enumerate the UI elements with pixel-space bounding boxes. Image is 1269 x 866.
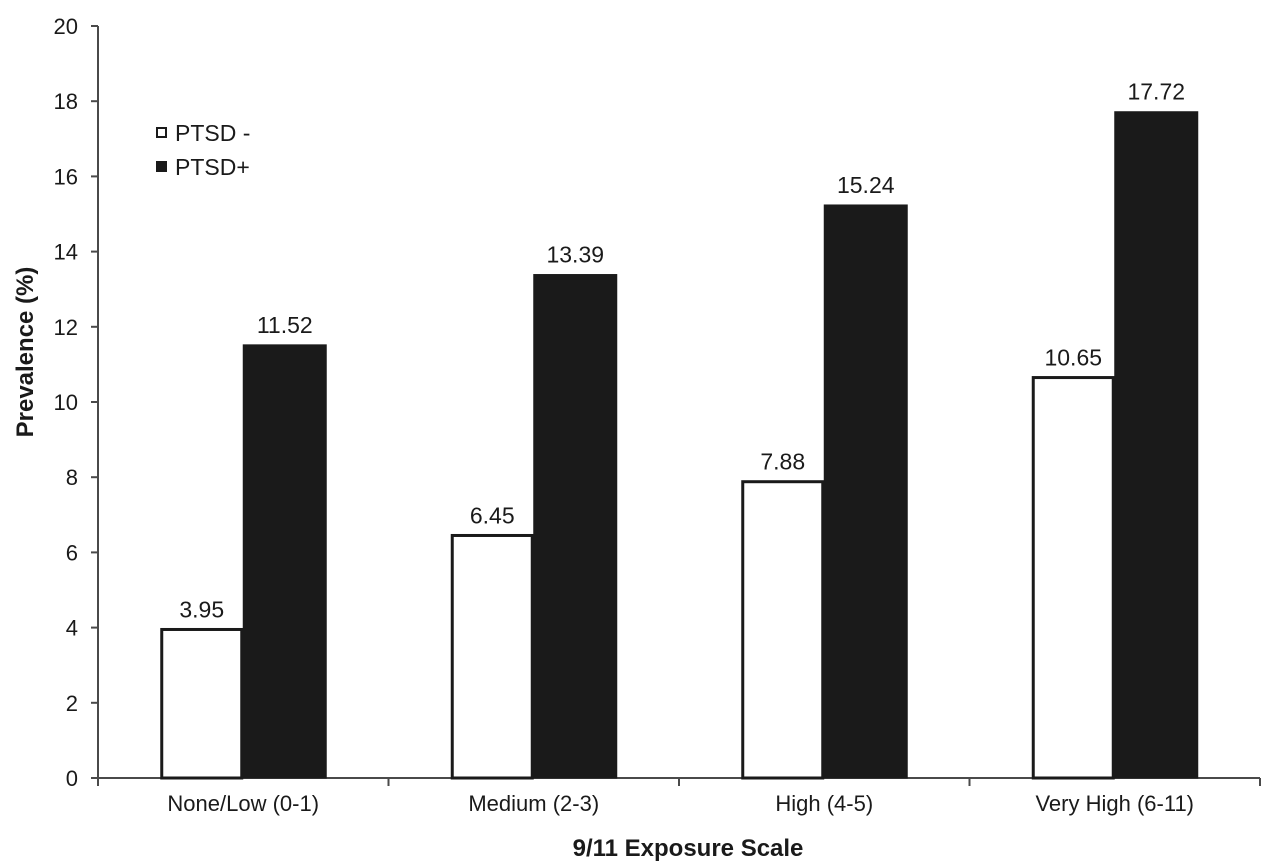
data-label: 10.65 bbox=[1044, 345, 1102, 371]
y-tick-label: 2 bbox=[66, 691, 78, 716]
legend-swatch-ptsd-negative bbox=[156, 127, 167, 138]
legend-swatch-ptsd-positive bbox=[156, 161, 167, 172]
x-tick-label: High (4-5) bbox=[775, 791, 873, 816]
y-tick-label: 10 bbox=[54, 390, 78, 415]
bar-ptsd-negative bbox=[741, 480, 825, 780]
y-tick-label: 6 bbox=[66, 540, 78, 565]
bar-ptsd-positive bbox=[533, 274, 618, 779]
y-tick-label: 0 bbox=[66, 766, 78, 791]
data-label: 13.39 bbox=[546, 242, 604, 268]
bar-ptsd-positive bbox=[242, 344, 327, 779]
bar-ptsd-negative bbox=[450, 533, 534, 780]
y-tick-label: 18 bbox=[54, 89, 78, 114]
data-label: 3.95 bbox=[179, 596, 224, 622]
y-tick-label: 14 bbox=[54, 240, 78, 265]
x-axis-title: 9/11 Exposure Scale bbox=[573, 835, 804, 862]
data-label: 6.45 bbox=[470, 502, 515, 528]
data-label: 11.52 bbox=[257, 312, 313, 338]
x-tick-label: None/Low (0-1) bbox=[167, 791, 319, 816]
x-tick-label: Very High (6-11) bbox=[1035, 791, 1194, 816]
y-axis-title: Prevalence (%) bbox=[12, 267, 39, 438]
legend-label: PTSD+ bbox=[175, 154, 250, 180]
axes: 0 2 4 6 8 10 12 14 16 18 20 None/Low (0-1) Medium (2… bbox=[54, 14, 1261, 816]
x-tick-label: Medium (2-3) bbox=[468, 791, 599, 816]
bars: 3.95 11.52 6.45 13.39 7.88 15.24 10.65 17.72 bbox=[160, 79, 1199, 780]
bar-ptsd-negative bbox=[1031, 376, 1115, 780]
data-label: 15.24 bbox=[837, 172, 895, 198]
data-label: 7.88 bbox=[760, 449, 805, 475]
y-tick-label: 12 bbox=[54, 315, 78, 340]
legend-label: PTSD - bbox=[175, 120, 250, 146]
y-tick-label: 20 bbox=[54, 14, 78, 39]
y-tick-label: 8 bbox=[66, 465, 78, 490]
data-label: 17.72 bbox=[1127, 79, 1185, 105]
y-tick-label: 4 bbox=[66, 616, 78, 641]
bar-ptsd-positive bbox=[1114, 111, 1199, 779]
bar-ptsd-positive bbox=[823, 204, 908, 779]
bar-ptsd-negative bbox=[160, 627, 244, 780]
y-tick-label: 16 bbox=[54, 164, 78, 189]
legend: PTSD - PTSD+ bbox=[156, 120, 250, 180]
